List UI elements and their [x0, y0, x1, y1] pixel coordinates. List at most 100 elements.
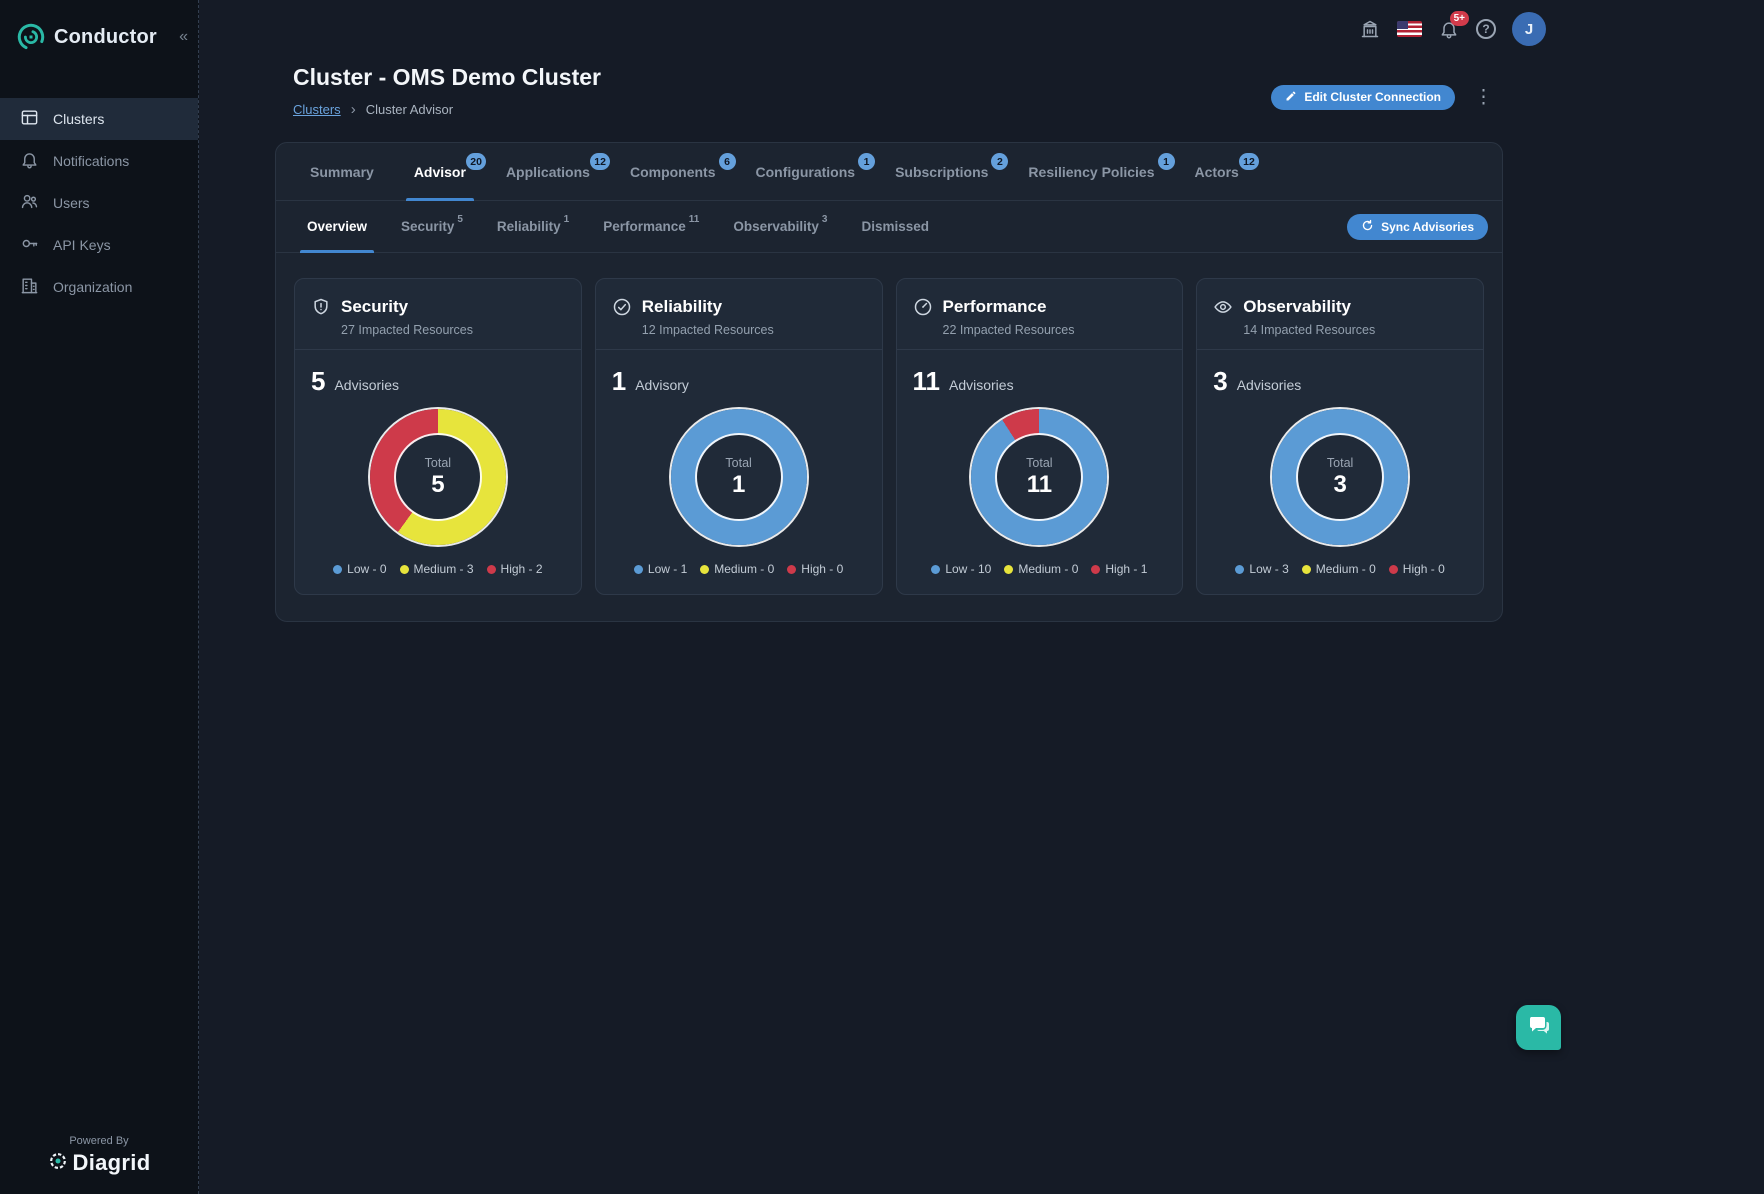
card-title: Performance [942, 297, 1047, 316]
user-avatar[interactable]: J [1512, 12, 1546, 46]
edit-cluster-connection-button[interactable]: Edit Cluster Connection [1271, 84, 1455, 110]
brand-logo[interactable]: Conductor « [0, 0, 198, 68]
subtab-count: 1 [563, 214, 570, 225]
subtab-reliability[interactable]: Reliability 1 [496, 214, 570, 234]
more-options-kebab-icon[interactable]: ⋮ [1474, 86, 1493, 108]
impacted-resources: 22 Impacted Resources [942, 323, 1075, 337]
tab-summary[interactable]: Summary [310, 163, 374, 180]
tab-components[interactable]: Components 6 [610, 143, 736, 200]
subtab-dismissed[interactable]: Dismissed [861, 219, 930, 234]
topbar: 5+ ? J [1359, 11, 1546, 46]
sidebar-menu: Clusters Notifications Users API Keys Or… [0, 98, 198, 308]
subtab-count: 3 [821, 214, 828, 225]
legend-dot [931, 564, 941, 574]
sidebar-item-label: Organization [53, 279, 133, 295]
legend-item: High - 2 [486, 562, 543, 576]
legend-item: Medium - 3 [399, 562, 474, 576]
page-title: Cluster - OMS Demo Cluster [293, 64, 601, 90]
tab-actors[interactable]: Actors 12 [1175, 143, 1259, 200]
tab-applications[interactable]: Applications 12 [486, 143, 610, 200]
legend-item: High - 0 [1388, 562, 1445, 576]
card-reliability: Reliability 12 Impacted Resources 1 Advi… [594, 278, 883, 595]
sidebar-item-organization[interactable]: Organization [0, 266, 198, 308]
bell-icon [20, 150, 39, 172]
legend-dot [787, 564, 797, 574]
donut-total-label: Total [1326, 455, 1354, 470]
diagrid-logo-text: Diagrid [72, 1150, 151, 1175]
sync-advisories-button[interactable]: Sync Advisories [1347, 213, 1488, 240]
sync-refresh-icon [1361, 219, 1374, 235]
sidebar-item-label: Clusters [53, 111, 105, 127]
advisories-label: Advisories [1236, 377, 1302, 393]
tab-subscriptions[interactable]: Subscriptions 2 [875, 143, 1009, 200]
primary-tabs: Summary Advisor 20 Applications 12 Compo… [276, 143, 1502, 201]
pencil-icon [1285, 90, 1297, 105]
impacted-resources: 14 Impacted Resources [1243, 323, 1376, 337]
advisories-count: 3 [1213, 366, 1228, 396]
card-performance: Performance 22 Impacted Resources 11 Adv… [895, 278, 1184, 595]
subtab-observability[interactable]: Observability 3 [733, 214, 828, 234]
legend-dot [1388, 564, 1398, 574]
tab-configurations[interactable]: Configurations 1 [736, 143, 876, 200]
tab-count-badge: 6 [718, 153, 736, 170]
sidebar-item-users[interactable]: Users [0, 182, 198, 224]
legend-item: Low - 0 [333, 562, 387, 576]
donut-total-value: 1 [731, 470, 746, 498]
card-title: Reliability [641, 297, 723, 316]
donut-total-value: 11 [1026, 470, 1053, 498]
chat-widget-button[interactable] [1516, 1005, 1561, 1050]
severity-legend: Low - 0 Medium - 3 High - 2 [311, 562, 565, 576]
legend-item: Low - 3 [1235, 562, 1289, 576]
legend-item: High - 0 [787, 562, 843, 576]
legend-item: Medium - 0 [1004, 562, 1078, 576]
sidebar-footer: Powered By Diagrid [0, 1135, 198, 1176]
tab-resiliency-policies[interactable]: Resiliency Policies 1 [1008, 143, 1175, 200]
legend-item: Low - 1 [633, 562, 687, 576]
language-flag-icon[interactable] [1397, 21, 1422, 37]
page-content: Cluster - OMS Demo Cluster Clusters › Cl… [275, 0, 1503, 622]
legend-dot [486, 564, 496, 574]
collapse-sidebar-icon[interactable]: « [179, 28, 188, 45]
breadcrumb-clusters-link[interactable]: Clusters [293, 102, 341, 117]
donut-total-value: 5 [431, 470, 445, 498]
subtab-count: 11 [688, 214, 700, 225]
legend-dot [1004, 564, 1014, 574]
severity-legend: Low - 3 Medium - 0 High - 0 [1213, 562, 1467, 576]
sidebar-item-label: Users [53, 195, 90, 211]
diagrid-logo-icon [48, 1151, 68, 1176]
advisories-label: Advisories [334, 377, 400, 393]
tab-advisor[interactable]: Advisor 20 [394, 143, 486, 201]
page-header: Cluster - OMS Demo Cluster Clusters › Cl… [275, 64, 1503, 118]
shield-icon [311, 297, 331, 317]
subtab-performance[interactable]: Performance 11 [603, 214, 700, 234]
advisories-count: 11 [912, 366, 941, 396]
sidebar-item-clusters[interactable]: Clusters [0, 98, 198, 140]
tab-count-badge: 12 [590, 153, 610, 170]
sidebar-item-label: Notifications [53, 153, 130, 169]
notifications-bell-icon[interactable]: 5+ [1438, 11, 1469, 40]
legend-item: Medium - 0 [700, 562, 774, 576]
donut-total-label: Total [424, 455, 452, 470]
sidebar-item-label: API Keys [53, 237, 111, 253]
diagrid-logo: Diagrid [0, 1150, 198, 1176]
sidebar: Conductor « Clusters Notifications Users [0, 0, 199, 1194]
subtab-overview[interactable]: Overview [290, 201, 384, 253]
legend-item: Low - 10 [931, 562, 991, 576]
org-switcher-icon[interactable] [1359, 18, 1381, 40]
donut-total-value: 3 [1333, 470, 1347, 498]
help-icon[interactable]: ? [1476, 19, 1496, 39]
cluster-advisor-panel: Summary Advisor 20 Applications 12 Compo… [275, 142, 1503, 622]
tab-count-badge: 20 [466, 153, 486, 170]
check-circle-icon [612, 297, 632, 317]
sidebar-item-api-keys[interactable]: API Keys [0, 224, 198, 266]
legend-item: High - 1 [1091, 562, 1147, 576]
notification-count-badge: 5+ [1449, 11, 1469, 26]
eye-icon [1213, 297, 1233, 317]
subtab-security[interactable]: Security 5 [401, 214, 463, 234]
legend-dot [633, 564, 643, 574]
users-icon [20, 192, 39, 214]
sidebar-item-notifications[interactable]: Notifications [0, 140, 198, 182]
legend-dot [1091, 564, 1101, 574]
severity-donut-chart: Total 1 [670, 409, 807, 545]
chevron-right-icon: › [350, 101, 356, 118]
